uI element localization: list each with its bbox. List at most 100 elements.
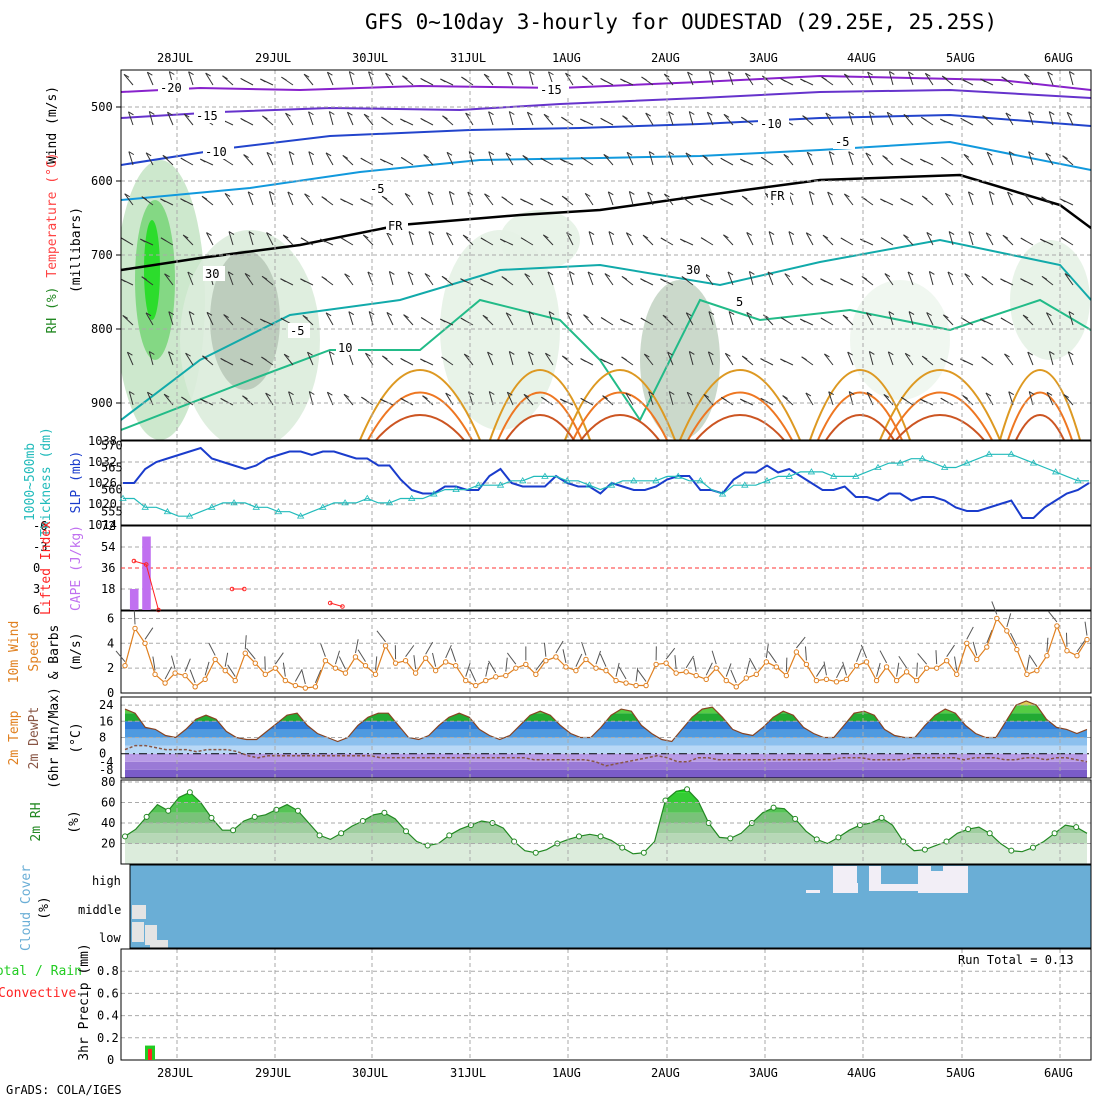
wind10-barb <box>954 656 958 671</box>
wind-barb-flag <box>708 351 714 356</box>
wind-barb-flag <box>702 155 708 159</box>
wind-barb <box>926 232 934 246</box>
wind-barb-flag <box>620 318 626 323</box>
wind-barb-flag <box>528 311 535 316</box>
precip-axis-title: 3hr Precip (mm) <box>77 943 92 1060</box>
wind10-marker <box>152 671 158 678</box>
wind-barb-flag <box>1001 76 1007 81</box>
wind-barb-flag <box>700 198 706 203</box>
wind-barb-flag <box>888 311 895 316</box>
wind-barb <box>1045 152 1054 166</box>
wind10-marker <box>813 677 820 684</box>
wind10-marker <box>332 665 339 671</box>
wind-barb-flag <box>1020 237 1027 242</box>
rh2m-marker <box>208 814 215 821</box>
wind-barb-flag <box>1046 312 1052 317</box>
wind10-barb <box>314 669 322 683</box>
panel-frame <box>120 610 1092 694</box>
wind-barb-flag <box>901 396 907 401</box>
wind-barb-flag <box>989 191 995 195</box>
thickness-marker <box>630 477 638 484</box>
wind-barb <box>1005 112 1014 126</box>
wind-barb <box>645 112 654 126</box>
wind-barb-flag <box>381 195 388 200</box>
wind10-axis-title-2: Speed <box>27 632 42 671</box>
wind-barb-flag <box>820 317 827 322</box>
wind-barb <box>625 392 634 406</box>
rh2m-marker <box>424 842 431 849</box>
wind-barb-flag <box>308 151 315 156</box>
wind-barb-flag <box>220 397 226 402</box>
cape-tick-label: 36 <box>101 561 115 575</box>
wind10-barb <box>917 653 928 665</box>
wind-barb <box>744 72 754 86</box>
wind-barb-flag <box>507 71 513 76</box>
wind-barb-flag <box>700 237 707 242</box>
wind-barb <box>708 71 714 86</box>
wind-barb-flag <box>782 395 788 400</box>
wind10-barb <box>860 644 868 659</box>
wind10-barb <box>1076 639 1086 653</box>
wind-barb-flag <box>509 111 515 115</box>
rh2m-marker <box>230 827 237 834</box>
wind10-marker <box>202 676 208 683</box>
wind-barb-flag <box>588 231 595 235</box>
date-label-top: 5AUG <box>946 51 975 65</box>
wind-barb-flag <box>865 152 872 157</box>
wind-barb <box>805 232 814 246</box>
wind-barb-flag <box>985 232 992 237</box>
wind10-barb <box>244 635 247 650</box>
wind-barb-flag <box>941 156 947 161</box>
wind-barb <box>1008 151 1014 166</box>
wind-barb <box>1068 311 1074 326</box>
wind-barb <box>164 273 174 286</box>
thickness-marker <box>829 472 838 479</box>
cloud-low-block <box>132 905 146 919</box>
cape-tick-label: 72 <box>101 519 115 533</box>
wind-barb-flag <box>1041 275 1048 280</box>
wind10-marker <box>282 677 289 684</box>
contour-label-bg <box>368 181 390 196</box>
wind-barb <box>967 191 974 206</box>
wind-barb-flag <box>182 234 189 239</box>
wind10-barb <box>1006 613 1012 628</box>
wind-axis-title: Wind (m/s) <box>45 86 60 164</box>
wind-barb <box>128 151 134 166</box>
wind-barb <box>507 71 514 86</box>
wind-barb <box>847 351 854 366</box>
panel-frame <box>120 948 1092 1061</box>
wind10-marker <box>1044 653 1050 659</box>
wind-barb-flag <box>848 151 854 156</box>
wind-barb <box>587 271 594 286</box>
rh-shading <box>1010 240 1090 360</box>
wind10-tick-label: 4 <box>107 636 114 650</box>
wind-barb <box>887 351 894 366</box>
wind-barb <box>146 71 154 86</box>
wind-barb-flag <box>569 271 575 275</box>
thickness-marker <box>896 459 904 466</box>
wind10-barb <box>485 662 490 677</box>
rh2m-marker <box>1073 824 1080 831</box>
wind-barb-flag <box>389 271 395 275</box>
wind-barb-flag <box>206 311 213 316</box>
wind-barb-flag <box>686 312 692 317</box>
wind-barb-flag <box>981 276 988 280</box>
thickness-marker <box>363 494 371 501</box>
temp-band <box>125 713 1087 722</box>
date-label-top: 4AUG <box>847 51 876 65</box>
wind-barb-flag <box>608 231 615 236</box>
wind-barb <box>566 312 574 326</box>
wind-barb-flag <box>1040 238 1046 243</box>
wind-barb-flag <box>505 152 512 157</box>
warm-contour <box>825 414 895 440</box>
wind-barb <box>506 392 514 406</box>
wind-barb <box>543 113 554 126</box>
panel-frame <box>120 779 1092 865</box>
wind-barb-flag <box>1045 152 1051 157</box>
date-label-bottom: 3AUG <box>749 1066 778 1080</box>
wind-barb-flag <box>321 196 327 201</box>
wind-barb-flag <box>1022 314 1029 319</box>
wind-barb-flag <box>160 198 166 203</box>
wind-barb-flag <box>222 75 228 80</box>
wind-barb-flag <box>1002 234 1009 239</box>
